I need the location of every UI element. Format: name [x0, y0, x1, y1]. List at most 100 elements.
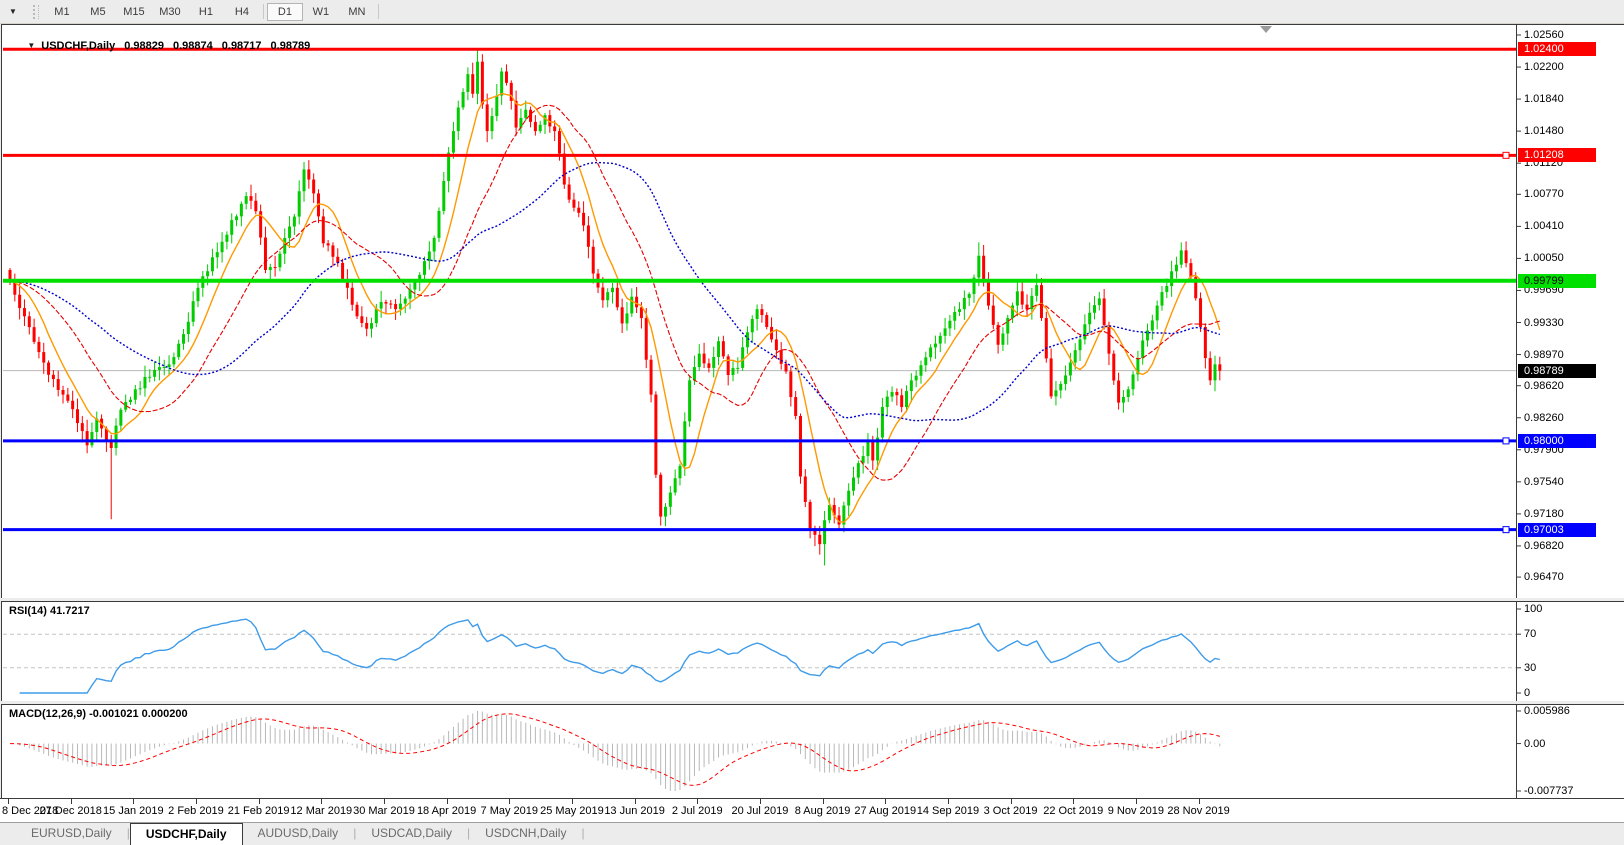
timeframe-button-w1[interactable]: W1 — [312, 5, 330, 18]
timeframe-button-m5[interactable]: M5 — [90, 5, 106, 18]
chart-tab-bar: EURUSD,Daily | USDCHF,Daily AUDUSD,Daily | US… — [0, 822, 1624, 845]
time-axis-tick — [759, 799, 761, 804]
time-axis-label: 8 Aug 2019 — [794, 805, 851, 817]
macd-axis-label: 0.00 — [1524, 737, 1546, 750]
rsi-line — [19, 618, 1220, 694]
candles-layer — [8, 50, 1222, 566]
line-drag-handle — [1502, 526, 1510, 534]
tab-separator: | — [353, 826, 357, 840]
chart-dropdown-button[interactable]: ▼ — [2, 3, 30, 21]
rsi-axis-label: 0 — [1524, 687, 1531, 699]
rsi-axis-label: 70 — [1524, 628, 1537, 641]
time-axis-tick — [383, 799, 385, 804]
price-axis-label: 0.96470 — [1524, 571, 1564, 584]
timeframe-button-m30[interactable]: M30 — [159, 5, 181, 18]
quote-high: 0.98874 — [173, 40, 213, 52]
time-axis-label: 27 Aug 2019 — [854, 805, 917, 817]
line-drag-handle — [1502, 151, 1510, 159]
time-axis-label: 2 Feb 2019 — [168, 805, 224, 817]
price-axis-label: 0.96820 — [1524, 539, 1564, 552]
main-chart-canvas[interactable] — [2, 25, 1624, 599]
price-axis-label: 0.98970 — [1524, 348, 1564, 361]
pane-divider[interactable] — [0, 701, 1624, 704]
tab-separator: | — [581, 826, 585, 840]
price-axis-label: 1.01480 — [1524, 125, 1564, 138]
timeframe-button-h4[interactable]: H4 — [234, 5, 249, 18]
macd-signal-line — [10, 713, 1220, 786]
macd-histogram — [14, 711, 1221, 791]
timeframe-button-mn[interactable]: MN — [348, 5, 366, 18]
time-axis-tick — [195, 799, 197, 804]
price-level-badge: 0.98000 — [1518, 433, 1596, 448]
toolbar-separator — [377, 4, 379, 19]
timeframe-bar: M1 M5 M15 M30 H1 H4 D1 W1 MN — [44, 2, 382, 21]
time-axis-tick — [258, 799, 260, 804]
chart-tab-usdcnh[interactable]: USDCNH,Daily — [485, 826, 567, 840]
ma-medium-line — [9, 104, 1220, 481]
price-level-badge: 0.99799 — [1518, 273, 1596, 288]
time-axis-label: 12 Mar 2019 — [290, 805, 353, 817]
chart-tab-usdchf[interactable]: USDCHF,Daily — [129, 823, 243, 845]
quote-open: 0.98829 — [124, 40, 164, 52]
macd-axis-label: 0.005986 — [1524, 705, 1570, 717]
time-axis-tick — [947, 799, 949, 804]
collapse-chart-icon[interactable]: ▼ — [27, 41, 36, 50]
time-axis-label: 9 Nov 2019 — [1107, 805, 1165, 817]
time-axis-label: 21 Feb 2019 — [227, 805, 290, 817]
time-axis-tick — [8, 799, 9, 804]
time-axis-tick — [321, 799, 323, 804]
time-axis[interactable]: 8 Dec 2018 27 Dec 2018 15 Jan 2019 2 Feb 20… — [0, 798, 1624, 823]
time-axis-tick — [1073, 799, 1075, 804]
time-axis-tick — [571, 799, 573, 804]
timeframe-button-d1[interactable]: D1 — [266, 2, 303, 21]
chart-tab-eurusd[interactable]: EURUSD,Daily — [31, 826, 112, 840]
time-axis-tick — [1135, 799, 1137, 804]
price-level-badge: 1.01208 — [1518, 148, 1596, 163]
timeframe-button-m1[interactable]: M1 — [54, 5, 70, 18]
time-axis-tick — [70, 799, 72, 804]
time-axis-tick — [697, 799, 699, 804]
rsi-axis-label: 30 — [1524, 661, 1537, 674]
price-level-badge: 0.97003 — [1518, 522, 1596, 537]
time-axis-label: 13 Jun 2019 — [604, 805, 665, 817]
price-axis-label: 1.02560 — [1524, 28, 1564, 41]
time-axis-label: 2 Jul 2019 — [671, 805, 723, 817]
quote-low: 0.98717 — [221, 40, 262, 52]
chart-tab-audusd[interactable]: AUDUSD,Daily — [257, 826, 339, 840]
time-axis-label: 20 Jul 2019 — [731, 805, 789, 817]
rsi-canvas[interactable] — [2, 602, 1624, 702]
chart-tab-usdcad[interactable]: USDCAD,Daily — [371, 826, 452, 840]
time-axis-label: 14 Sep 2019 — [916, 805, 980, 817]
price-axis-label: 0.97540 — [1524, 475, 1564, 488]
dropdown-arrow-icon: ▼ — [9, 6, 17, 16]
price-axis-label: 1.00410 — [1524, 220, 1564, 233]
tab-separator: | — [467, 826, 471, 840]
macd-axis-label: -0.007737 — [1524, 785, 1574, 797]
rsi-indicator-pane[interactable]: RSI(14) 41.7217 100 70 30 0 — [1, 601, 1624, 703]
ma-slow-line — [9, 161, 1221, 422]
toolbar-grip-handle[interactable] — [32, 4, 39, 19]
rsi-label: RSI(14) 41.7217 — [9, 605, 90, 617]
macd-indicator-pane[interactable]: MACD(12,26,9) -0.001021 0.000200 0.00598… — [1, 704, 1624, 800]
time-axis-label: 22 Oct 2019 — [1043, 805, 1104, 817]
pane-divider[interactable] — [0, 598, 1624, 601]
price-axis-label: 1.02200 — [1524, 61, 1564, 74]
macd-canvas[interactable] — [2, 705, 1624, 799]
main-chart-pane[interactable]: ▼ USDCHF,Daily 0.98829 0.98874 0.98717 0.9878… — [1, 24, 1624, 600]
chart-header: ▼ USDCHF,Daily 0.98829 0.98874 0.98717 0.9878… — [9, 28, 310, 64]
timeframe-button-h1[interactable]: H1 — [198, 5, 213, 18]
chart-shift-icon[interactable] — [1260, 26, 1272, 33]
time-axis-label: 3 Oct 2019 — [983, 805, 1038, 817]
time-axis-label: 15 Jan 2019 — [103, 805, 164, 817]
ma-fast-line — [9, 92, 1221, 523]
line-drag-handle — [1502, 437, 1510, 445]
timeframe-button-m15[interactable]: M15 — [123, 5, 145, 18]
bid-price-badge: 0.98789 — [1518, 363, 1596, 378]
time-axis-label: 30 Mar 2019 — [353, 805, 415, 817]
time-axis-label: 8 Dec 2018 — [2, 805, 59, 817]
time-axis-label: 18 Apr 2019 — [416, 805, 477, 817]
time-axis-label: 25 May 2019 — [540, 805, 604, 817]
price-axis-label: 1.00050 — [1524, 252, 1564, 265]
tab-separator: | — [126, 826, 130, 840]
